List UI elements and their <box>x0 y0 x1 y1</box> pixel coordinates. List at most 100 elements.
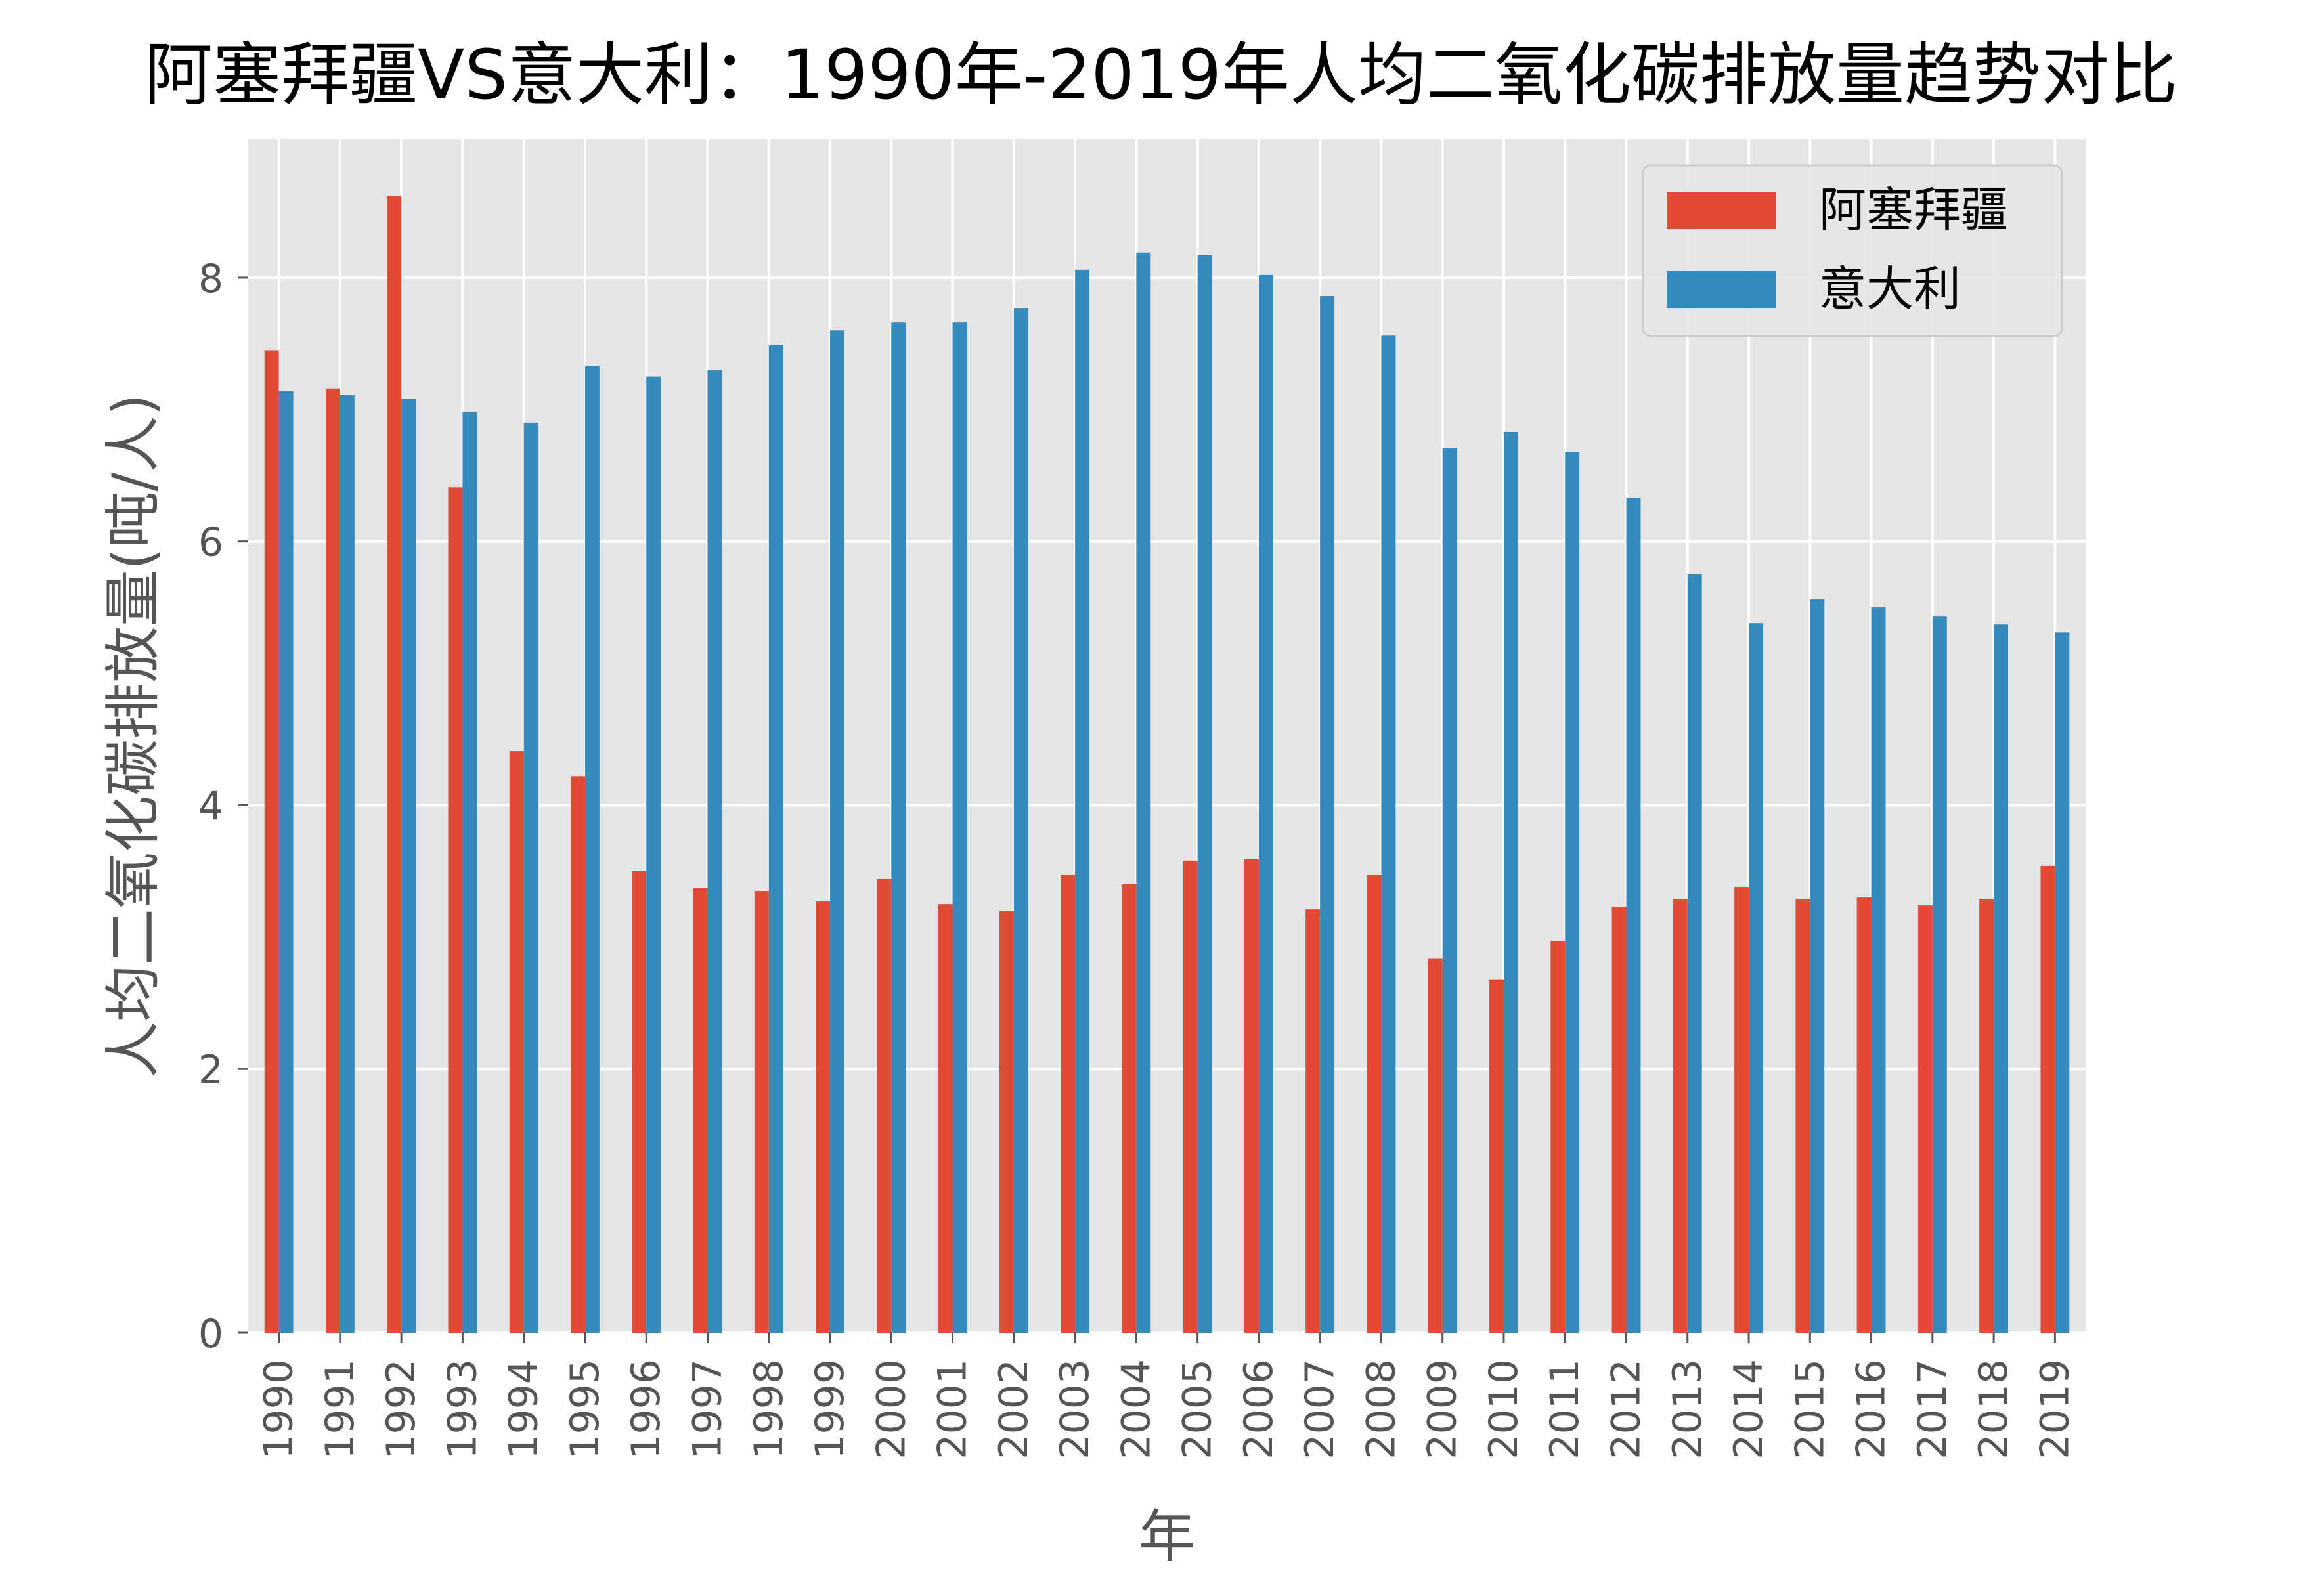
bar-italy-2016 <box>1871 607 1886 1333</box>
bar-azerbaijan-2014 <box>1734 887 1749 1333</box>
bar-italy-1996 <box>646 376 661 1333</box>
bar-italy-2006 <box>1258 274 1273 1333</box>
bar-italy-2007 <box>1320 296 1335 1333</box>
chart-title: 阿塞拜疆VS意大利：1990年-2019年人均二氧化碳排放量趋势对比 <box>144 35 2178 115</box>
y-tick-label: 8 <box>198 256 223 302</box>
bar-italy-2010 <box>1503 431 1518 1333</box>
x-tick-label: 1991 <box>317 1359 363 1459</box>
bar-azerbaijan-2012 <box>1611 907 1627 1333</box>
x-tick-label: 1993 <box>439 1359 485 1459</box>
bar-italy-1990 <box>278 391 294 1333</box>
y-axis-ticks: 0 2 4 6 8 <box>198 256 248 1357</box>
bar-italy-1994 <box>523 422 538 1333</box>
x-tick-label: 2017 <box>1910 1359 1956 1459</box>
bar-azerbaijan-2001 <box>938 904 953 1333</box>
bar-italy-2017 <box>1932 616 1947 1333</box>
bar-italy-2011 <box>1565 452 1580 1333</box>
bar-azerbaijan-2018 <box>1979 899 1994 1333</box>
y-tick-label: 4 <box>198 783 223 829</box>
x-tick-label: 1992 <box>378 1359 424 1459</box>
x-tick-label: 2014 <box>1726 1359 1772 1459</box>
x-tick-label: 1994 <box>501 1359 547 1459</box>
x-tick-label: 2007 <box>1297 1359 1343 1459</box>
x-tick-label: 1996 <box>623 1359 669 1459</box>
bar-azerbaijan-2007 <box>1305 909 1321 1333</box>
x-tick-label: 2013 <box>1665 1359 1711 1459</box>
bar-italy-2001 <box>952 322 967 1333</box>
bar-italy-2019 <box>2055 632 2070 1333</box>
bar-italy-1999 <box>830 330 844 1333</box>
x-tick-label: 2018 <box>1971 1359 2017 1459</box>
bar-italy-2008 <box>1381 335 1396 1333</box>
legend-label: 意大利 <box>1819 261 1961 316</box>
bar-azerbaijan-2004 <box>1122 884 1137 1333</box>
bar-azerbaijan-1997 <box>693 888 708 1333</box>
x-tick-label: 2015 <box>1787 1359 1833 1459</box>
bar-azerbaijan-1991 <box>325 388 340 1333</box>
bar-azerbaijan-2009 <box>1428 958 1443 1333</box>
bar-italy-2004 <box>1136 252 1151 1333</box>
x-tick-label: 2005 <box>1175 1359 1221 1459</box>
x-tick-label: 2012 <box>1604 1359 1650 1459</box>
bar-azerbaijan-2019 <box>2040 865 2055 1333</box>
x-tick-label: 1999 <box>807 1359 853 1459</box>
bar-azerbaijan-1993 <box>448 487 463 1333</box>
bar-italy-2000 <box>891 322 906 1333</box>
bar-italy-1997 <box>707 370 722 1333</box>
x-tick-label: 1997 <box>685 1359 731 1459</box>
x-tick-label: 2011 <box>1542 1359 1588 1459</box>
bar-azerbaijan-2015 <box>1795 899 1810 1333</box>
x-tick-label: 2002 <box>991 1359 1037 1459</box>
bars <box>264 196 2070 1333</box>
bar-azerbaijan-1990 <box>264 350 279 1333</box>
y-axis-label: 人均二氧化碳排放量(吨/人) <box>100 394 166 1078</box>
bar-azerbaijan-2008 <box>1367 874 1382 1333</box>
x-axis-label: 年 <box>1139 1504 1195 1570</box>
x-tick-label: 2008 <box>1358 1359 1404 1459</box>
bar-azerbaijan-2010 <box>1489 979 1504 1333</box>
bar-italy-1993 <box>462 412 477 1333</box>
y-tick-label: 6 <box>198 520 223 566</box>
bar-azerbaijan-1999 <box>816 901 831 1333</box>
y-tick-label: 0 <box>198 1311 223 1357</box>
bar-azerbaijan-2016 <box>1856 897 1872 1333</box>
bar-azerbaijan-2005 <box>1183 860 1198 1333</box>
y-tick-label: 2 <box>198 1047 223 1093</box>
x-tick-label: 1995 <box>562 1359 608 1459</box>
x-tick-label: 2003 <box>1052 1359 1098 1459</box>
legend-label: 阿塞拜疆 <box>1819 183 2008 238</box>
bar-azerbaijan-1998 <box>754 891 769 1333</box>
bar-italy-2015 <box>1810 599 1825 1333</box>
bar-italy-2018 <box>1994 624 2009 1333</box>
bar-italy-2002 <box>1013 308 1028 1333</box>
bar-azerbaijan-2003 <box>1061 874 1076 1333</box>
bar-azerbaijan-1992 <box>387 196 402 1333</box>
x-axis-ticks: 1990 1991 1992 1993 1994 1995 1996 1997 1998 1999… <box>256 1333 2078 1459</box>
bar-italy-1992 <box>401 399 416 1333</box>
bar-azerbaijan-2011 <box>1550 941 1566 1333</box>
x-tick-label: 1998 <box>746 1359 792 1459</box>
x-tick-label: 2019 <box>2032 1359 2078 1459</box>
x-tick-label: 2006 <box>1236 1359 1282 1459</box>
plot-background <box>248 139 2086 1333</box>
x-tick-label: 2009 <box>1420 1359 1466 1459</box>
x-tick-label: 1990 <box>256 1359 302 1459</box>
bar-italy-2014 <box>1749 623 1763 1333</box>
bar-azerbaijan-1995 <box>571 776 585 1333</box>
bar-azerbaijan-2000 <box>877 878 892 1333</box>
bar-azerbaijan-2002 <box>999 911 1014 1333</box>
bar-italy-2013 <box>1687 574 1702 1333</box>
bar-italy-2009 <box>1442 448 1457 1333</box>
bar-italy-1998 <box>768 345 783 1333</box>
bar-italy-1991 <box>340 395 355 1333</box>
bar-azerbaijan-1996 <box>632 871 647 1333</box>
bar-italy-1995 <box>584 366 600 1333</box>
legend-swatch <box>1667 271 1776 308</box>
x-tick-label: 2010 <box>1481 1359 1527 1459</box>
bar-italy-2005 <box>1197 255 1212 1333</box>
x-tick-label: 2004 <box>1113 1359 1159 1459</box>
bar-azerbaijan-2006 <box>1244 859 1259 1333</box>
